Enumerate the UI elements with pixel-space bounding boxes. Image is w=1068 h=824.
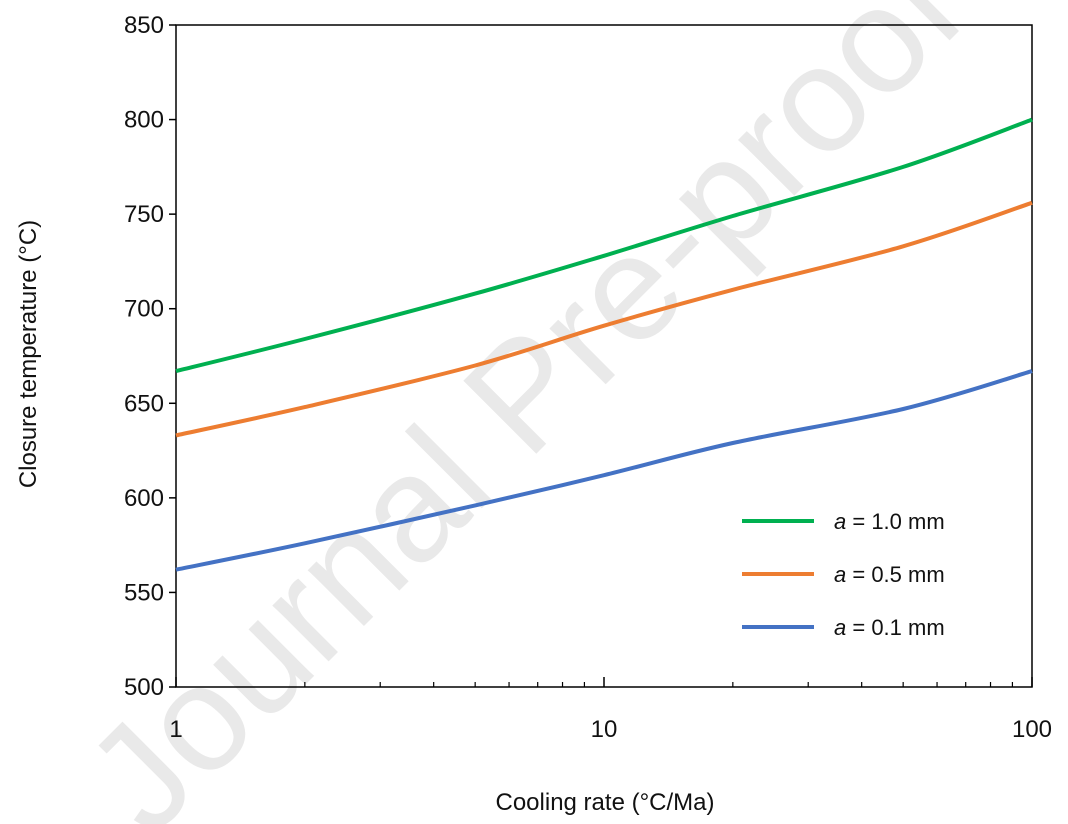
- x-tick-label: 10: [591, 716, 618, 743]
- series-line-a-1-0-mm: [175, 117, 1033, 374]
- x-axis-title: Cooling rate (°C/Ma): [496, 789, 715, 816]
- y-tick-label: 550: [124, 579, 164, 606]
- y-tick-label: 600: [124, 485, 164, 512]
- series-group: [175, 117, 1033, 572]
- y-tick-label: 800: [124, 107, 164, 134]
- series-line-a-0-5-mm: [175, 200, 1033, 438]
- legend-label: a = 1.0 mm: [834, 509, 945, 534]
- y-tick-label: 750: [124, 201, 164, 228]
- y-tick-label: 700: [124, 296, 164, 323]
- watermark: Journal Pre-proof: [54, 0, 992, 824]
- x-tick-label: 1: [169, 716, 182, 743]
- y-tick-label: 650: [124, 390, 164, 417]
- y-axis-title: Closure temperature (°C): [15, 220, 42, 488]
- legend-label: a = 0.5 mm: [834, 562, 945, 587]
- y-tick-label: 500: [124, 674, 164, 701]
- legend-label: a = 0.1 mm: [834, 615, 945, 640]
- legend: a = 1.0 mm a = 0.5 mm a = 0.1 mm: [742, 509, 945, 640]
- series-line-a-0-1-mm: [175, 369, 1033, 572]
- axes: 500 550 600 650 700 750 800 850 1 10 100: [124, 12, 1052, 743]
- y-tick-label: 850: [124, 12, 164, 39]
- x-tick-label: 100: [1012, 716, 1052, 743]
